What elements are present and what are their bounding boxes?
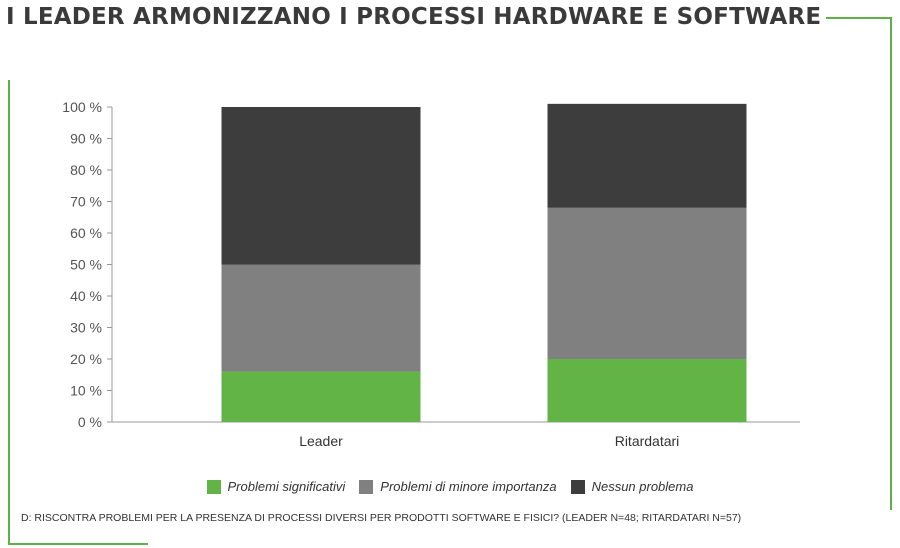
legend-swatch xyxy=(570,479,585,494)
y-tick-label: 10 % xyxy=(70,383,102,399)
frame-bottom-line xyxy=(8,543,148,545)
bar-segment xyxy=(221,107,421,265)
stacked-bar-chart: 100 % 90 % 80 % 70 % 60 % 50 % 40 % 30 % 20 % 10 … xyxy=(62,99,800,449)
chart-legend: Problemi significativi Problemi di minor… xyxy=(0,479,900,494)
y-tick-label: 30 % xyxy=(70,320,102,336)
bar-segment xyxy=(547,103,747,208)
x-category-label: Ritardatari xyxy=(615,433,680,449)
bar-segment xyxy=(547,207,747,359)
y-tick-label: 50 % xyxy=(70,257,102,273)
y-tick-label: 100 % xyxy=(62,99,102,115)
legend-label: Nessun problema xyxy=(591,479,694,494)
legend-item-nessun-problema: Nessun problema xyxy=(570,479,694,494)
legend-item-problemi-minore-importanza: Problemi di minore importanza xyxy=(359,479,557,494)
bar-segment xyxy=(547,359,747,422)
x-category-label: Leader xyxy=(299,433,343,449)
frame-left-line xyxy=(8,80,10,545)
y-tick-label: 0 % xyxy=(78,414,102,430)
bar-segment xyxy=(221,264,421,372)
y-tick-label: 40 % xyxy=(70,288,102,304)
legend-item-problemi-significativi: Problemi significativi xyxy=(206,479,346,494)
chart-title: I LEADER ARMONIZZANO I PROCESSI HARDWARE… xyxy=(6,4,822,30)
legend-swatch xyxy=(359,479,374,494)
bar-segment xyxy=(221,371,421,422)
y-tick-label: 90 % xyxy=(70,131,102,147)
frame-right-line xyxy=(890,17,892,510)
y-tick-label: 20 % xyxy=(70,351,102,367)
y-tick-label: 80 % xyxy=(70,162,102,178)
legend-label: Problemi di minore importanza xyxy=(380,479,557,494)
legend-swatch xyxy=(206,479,221,494)
y-tick-label: 70 % xyxy=(70,194,102,210)
frame-top-line xyxy=(826,17,892,19)
legend-label: Problemi significativi xyxy=(227,479,346,494)
y-tick-label: 60 % xyxy=(70,225,102,241)
chart-footnote: D: RISCONTRA PROBLEMI PER LA PRESENZA DI… xyxy=(21,512,742,524)
